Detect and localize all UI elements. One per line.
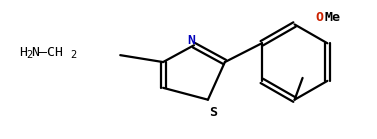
Text: O: O xyxy=(316,11,323,24)
Text: H: H xyxy=(18,46,27,59)
Text: 2: 2 xyxy=(70,50,77,60)
Text: Me: Me xyxy=(325,11,340,24)
Text: 2: 2 xyxy=(27,50,33,60)
Text: N: N xyxy=(187,34,195,47)
Text: S: S xyxy=(209,106,217,119)
Text: N—CH: N—CH xyxy=(32,46,64,59)
